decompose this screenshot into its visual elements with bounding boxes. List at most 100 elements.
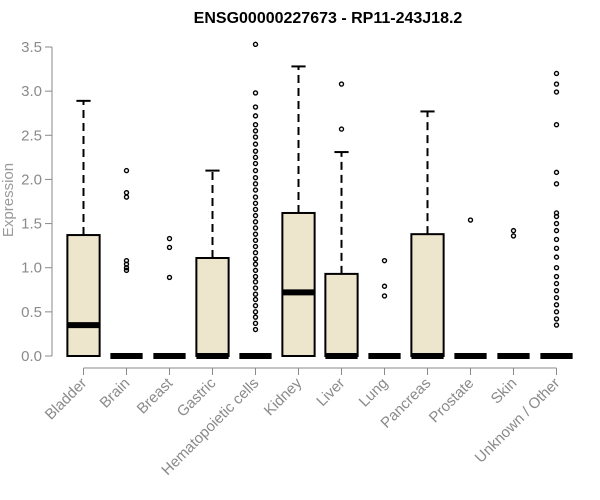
outlier-point — [252, 90, 259, 96]
x-tick-label: Skin — [488, 375, 521, 408]
outlier-point — [338, 81, 345, 87]
outlier-point — [553, 121, 560, 128]
outlier-point — [252, 267, 259, 274]
outlier-point — [553, 81, 560, 87]
x-tick-label: Liver — [313, 375, 348, 410]
y-tick-label: 0.0 — [21, 348, 42, 365]
outlier-point — [252, 134, 259, 140]
outlier-point — [252, 121, 259, 128]
y-tick-label: 3.0 — [21, 83, 42, 100]
outlier-point — [252, 225, 259, 231]
x-tick-label: Kidney — [261, 374, 306, 419]
outlier-point — [553, 213, 560, 220]
x-tick-label: Breast — [134, 374, 177, 417]
outlier-point — [252, 113, 259, 119]
outlier-point — [123, 267, 130, 274]
outlier-point — [252, 309, 259, 315]
box-unknown-other — [540, 70, 573, 359]
box-kidney — [281, 65, 316, 357]
y-tick-label: 3.5 — [21, 39, 42, 56]
outlier-point — [510, 233, 517, 239]
outlier-point — [467, 217, 474, 223]
box-iqr — [66, 234, 101, 357]
x-tick-label: Prostate — [426, 375, 478, 427]
outlier-point — [553, 220, 560, 227]
outlier-point — [252, 320, 259, 327]
box-lung — [368, 257, 401, 359]
box-skin — [497, 227, 530, 359]
x-tick-label: Lung — [356, 375, 392, 411]
outlier-point — [553, 295, 560, 301]
outlier-point — [252, 154, 259, 161]
outlier-point — [252, 256, 259, 262]
outlier-point — [553, 169, 560, 176]
outlier-point — [553, 287, 560, 294]
x-tick-label: Bladder — [42, 375, 91, 424]
outlier-point — [123, 167, 130, 174]
outlier-point — [553, 89, 560, 95]
y-tick-label: 0.5 — [21, 304, 42, 321]
outlier-point — [510, 227, 517, 234]
outlier-point — [553, 309, 560, 315]
outlier-point — [381, 293, 388, 299]
outlier-point — [252, 326, 259, 333]
outlier-point — [252, 206, 259, 213]
box-iqr — [281, 211, 316, 357]
outlier-point — [553, 280, 560, 287]
box-iqr — [410, 233, 445, 357]
outlier-point — [553, 181, 560, 187]
outlier-point — [252, 160, 259, 167]
box-prostate — [454, 217, 487, 359]
outlier-point — [252, 273, 259, 280]
outlier-point — [252, 243, 259, 250]
box-bladder — [66, 99, 101, 357]
outlier-point — [252, 148, 259, 154]
outlier-point — [252, 104, 259, 110]
outlier-point — [252, 212, 259, 219]
outlier-point — [553, 265, 560, 271]
outlier-point — [252, 174, 259, 181]
outlier-point — [123, 189, 130, 196]
outlier-point — [553, 322, 560, 328]
y-axis: 0.0 0.5 1.0 1.5 2.0 2.5 3.0 3.5 — [21, 39, 53, 365]
outlier-point — [252, 41, 259, 48]
outlier-point — [553, 227, 560, 234]
outlier-point — [252, 231, 259, 237]
box-pancreas — [410, 110, 445, 359]
outlier-point — [123, 194, 130, 200]
outlier-point — [553, 236, 560, 243]
outlier-point — [553, 302, 560, 308]
outlier-point — [252, 219, 259, 225]
outlier-point — [252, 167, 259, 174]
outlier-point — [166, 244, 173, 251]
outlier-point — [553, 254, 560, 260]
outlier-point — [252, 285, 259, 291]
outlier-point — [252, 187, 259, 193]
outlier-point — [252, 296, 259, 303]
outlier-point — [166, 235, 173, 242]
outlier-point — [381, 283, 388, 289]
outlier-point — [166, 274, 173, 281]
outlier-point — [252, 302, 259, 309]
box-iqr — [324, 272, 359, 357]
outlier-point — [553, 245, 560, 251]
y-tick-label: 2.0 — [21, 171, 42, 188]
chart-title: ENSG00000227673 - RP11-243J18.2 — [194, 10, 463, 27]
box-gastric — [195, 169, 230, 359]
outlier-point — [123, 265, 130, 271]
outlier-point — [553, 70, 560, 77]
outlier-point — [381, 257, 388, 264]
outlier-point — [252, 237, 259, 244]
outlier-point — [252, 261, 259, 267]
outlier-point — [252, 200, 259, 206]
outlier-point — [252, 141, 259, 147]
outlier-point — [252, 250, 259, 256]
y-tick-label: 1.0 — [21, 260, 42, 277]
y-axis-label: Expression — [0, 163, 17, 237]
box-liver — [324, 81, 359, 359]
outlier-point — [252, 314, 259, 320]
x-tick-label: Brain — [97, 375, 134, 412]
outlier-point — [338, 126, 345, 132]
outlier-point — [252, 181, 259, 187]
